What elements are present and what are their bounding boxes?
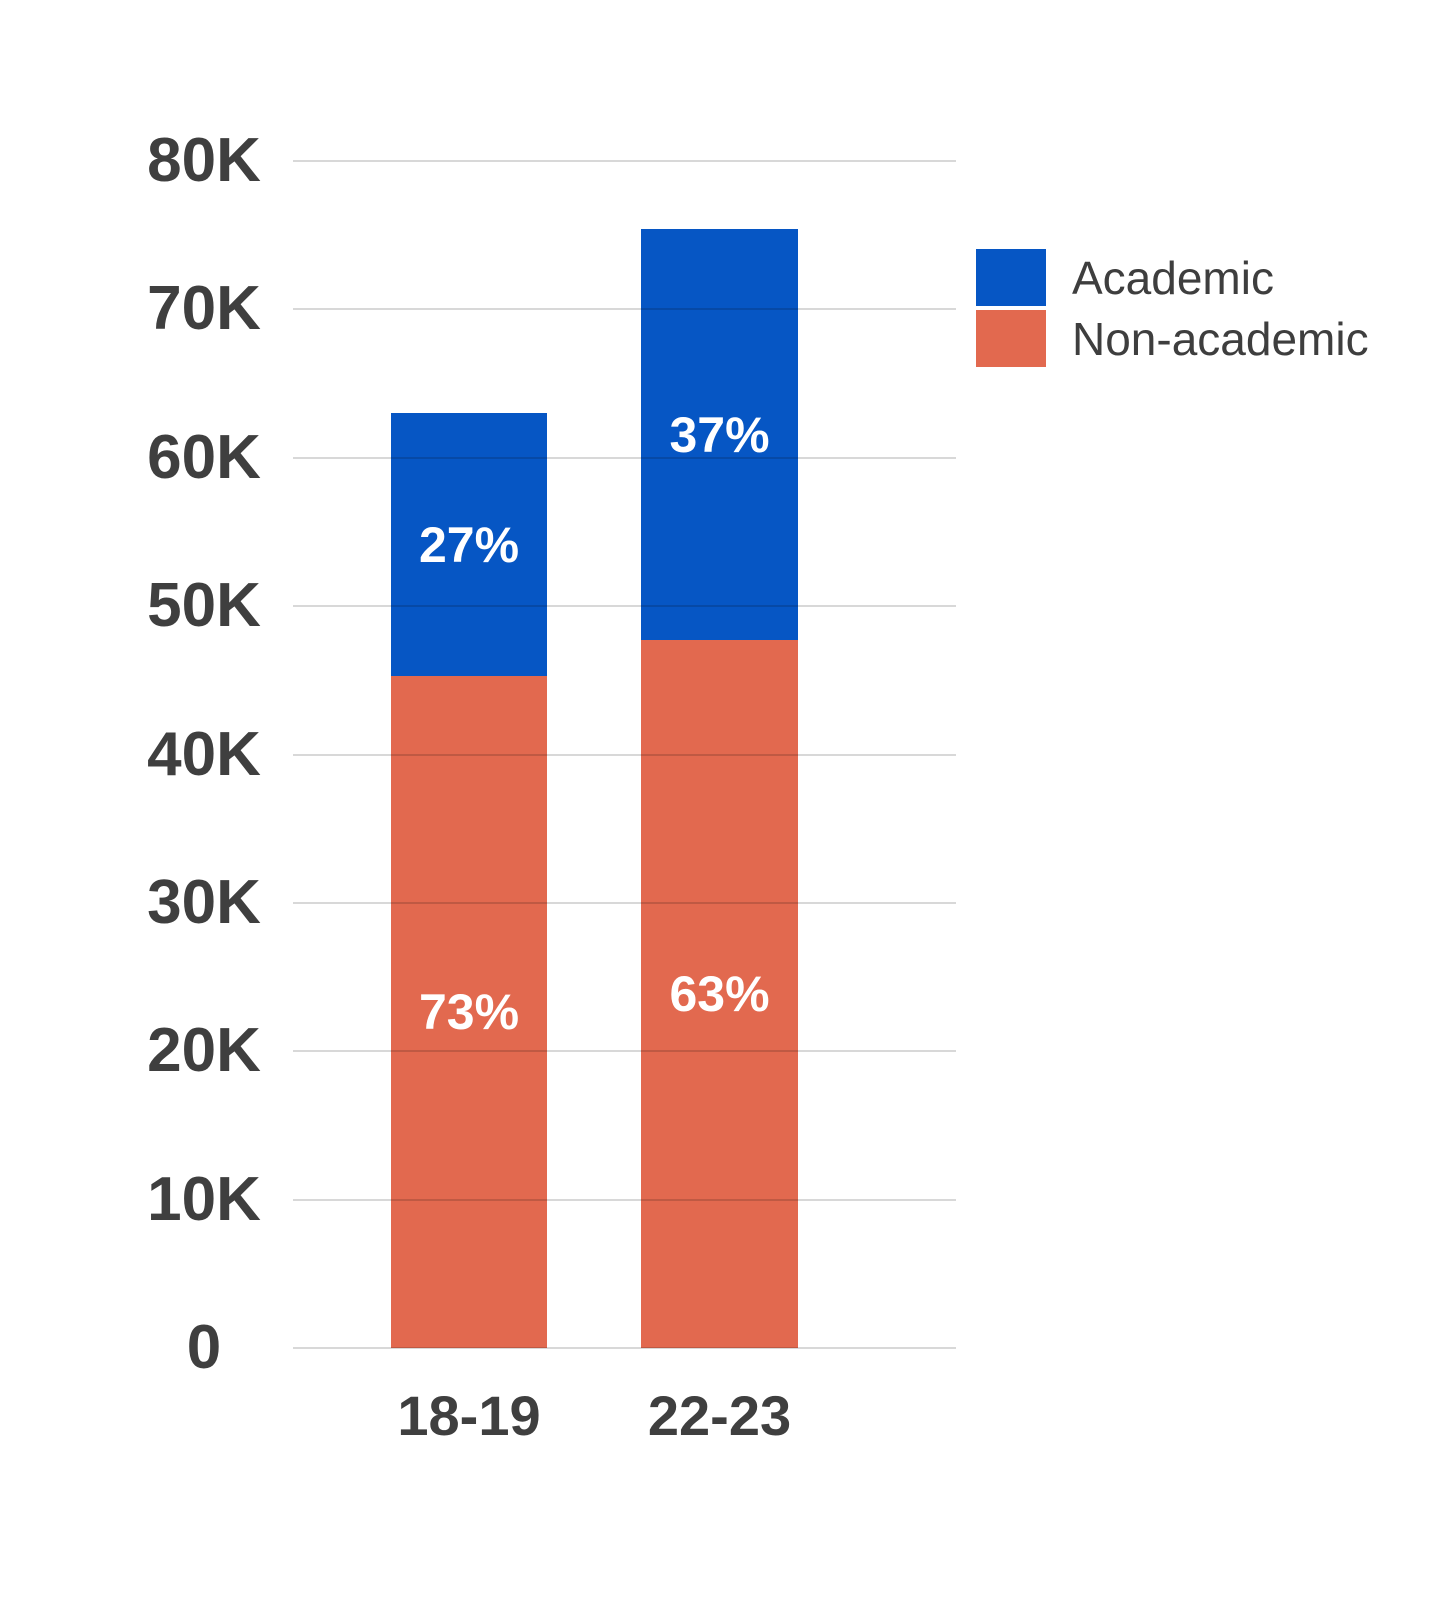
gridline bbox=[293, 901, 956, 904]
legend: Academic Non-academic bbox=[976, 249, 1369, 371]
y-tick-label: 70K bbox=[147, 274, 261, 344]
non-academic-color-swatch bbox=[976, 310, 1046, 367]
y-tick-label: 30K bbox=[147, 867, 261, 937]
bar-segment-non-academic bbox=[391, 675, 547, 1348]
academic-color-swatch bbox=[976, 249, 1046, 306]
bar-percent-label: 37% bbox=[669, 406, 770, 463]
gridline bbox=[293, 1198, 956, 1201]
y-tick-label: 20K bbox=[147, 1016, 261, 1086]
gridline bbox=[293, 456, 956, 459]
y-tick-label: 50K bbox=[147, 571, 261, 641]
legend-label-academic: Academic bbox=[1072, 251, 1274, 304]
gridline bbox=[293, 1347, 956, 1349]
gridline bbox=[293, 160, 956, 162]
bar-segment-non-academic bbox=[641, 640, 798, 1348]
bar-percent-label: 73% bbox=[418, 983, 520, 1040]
gridline bbox=[293, 308, 956, 311]
legend-item-academic: Academic bbox=[976, 249, 1369, 306]
gridline bbox=[293, 1050, 956, 1053]
bar-percent-label: 27% bbox=[418, 516, 520, 573]
legend-label-non-academic: Non-academic bbox=[1072, 312, 1369, 365]
y-tick-label: 10K bbox=[147, 1164, 261, 1234]
x-tick-label: 18-19 bbox=[397, 1384, 541, 1447]
gridline bbox=[293, 605, 956, 608]
bar-percent-label: 63% bbox=[669, 966, 770, 1023]
plot-area: 73% 27% 63% 37% bbox=[293, 160, 956, 1349]
y-tick-label: 80K bbox=[147, 126, 261, 195]
legend-item-non-academic: Non-academic bbox=[976, 310, 1369, 367]
x-tick-label: 22-23 bbox=[647, 1384, 792, 1447]
y-tick-label: 40K bbox=[147, 719, 261, 789]
y-tick-label: 60K bbox=[147, 422, 261, 492]
y-tick-label: 0 bbox=[186, 1313, 222, 1382]
bar-segment-academic bbox=[641, 229, 798, 641]
gridline bbox=[293, 753, 956, 756]
